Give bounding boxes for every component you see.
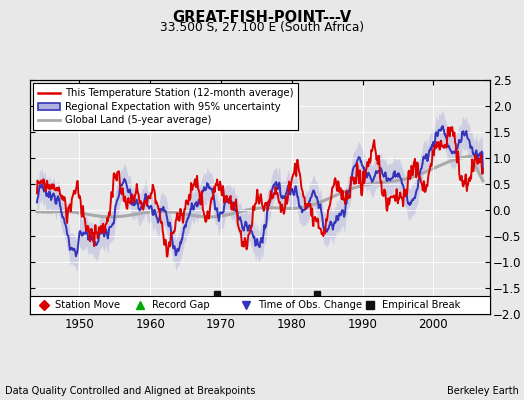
Text: 33.500 S, 27.100 E (South Africa): 33.500 S, 27.100 E (South Africa)	[160, 21, 364, 34]
Text: Station Move: Station Move	[55, 300, 121, 310]
Text: Data Quality Controlled and Aligned at Breakpoints: Data Quality Controlled and Aligned at B…	[5, 386, 256, 396]
Text: Empirical Break: Empirical Break	[382, 300, 460, 310]
Text: Time of Obs. Change: Time of Obs. Change	[258, 300, 362, 310]
Text: GREAT-FISH-POINT---V: GREAT-FISH-POINT---V	[172, 10, 352, 25]
Text: Record Gap: Record Gap	[152, 300, 210, 310]
Text: Berkeley Earth: Berkeley Earth	[447, 386, 519, 396]
Legend: This Temperature Station (12-month average), Regional Expectation with 95% uncer: This Temperature Station (12-month avera…	[33, 83, 298, 130]
